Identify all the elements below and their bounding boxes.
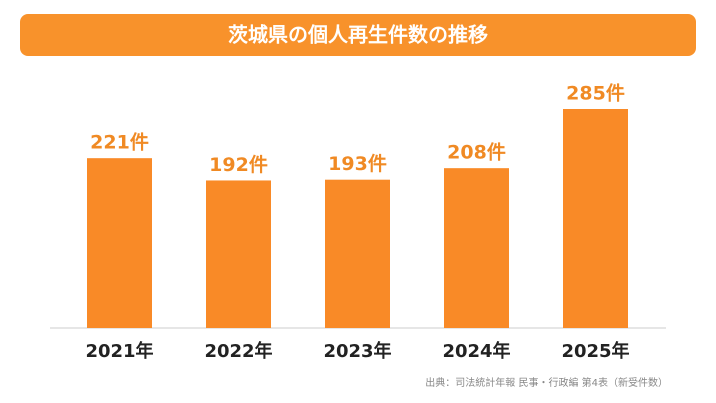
x-tick-label: 2024年 <box>442 340 510 362</box>
bar <box>444 168 509 328</box>
x-tick-label: 2023年 <box>323 340 391 362</box>
bar <box>325 179 390 328</box>
chart-title: 茨城県の個人再生件数の推移 <box>228 23 488 47</box>
bar <box>563 109 628 328</box>
title-banner <box>20 14 696 56</box>
x-tick-label: 2022年 <box>204 340 272 362</box>
value-label: 221件 <box>90 131 149 154</box>
bar <box>206 180 271 328</box>
value-label: 192件 <box>209 153 268 176</box>
x-tick-label: 2025年 <box>561 340 629 362</box>
source-note: 出典：司法統計年報 民事・行政編 第4表（新受件数） <box>425 376 668 389</box>
value-label: 285件 <box>566 82 625 105</box>
value-label: 193件 <box>328 152 387 175</box>
x-tick-label: 2021年 <box>85 340 153 362</box>
bar <box>87 158 152 328</box>
value-label: 208件 <box>447 141 506 164</box>
